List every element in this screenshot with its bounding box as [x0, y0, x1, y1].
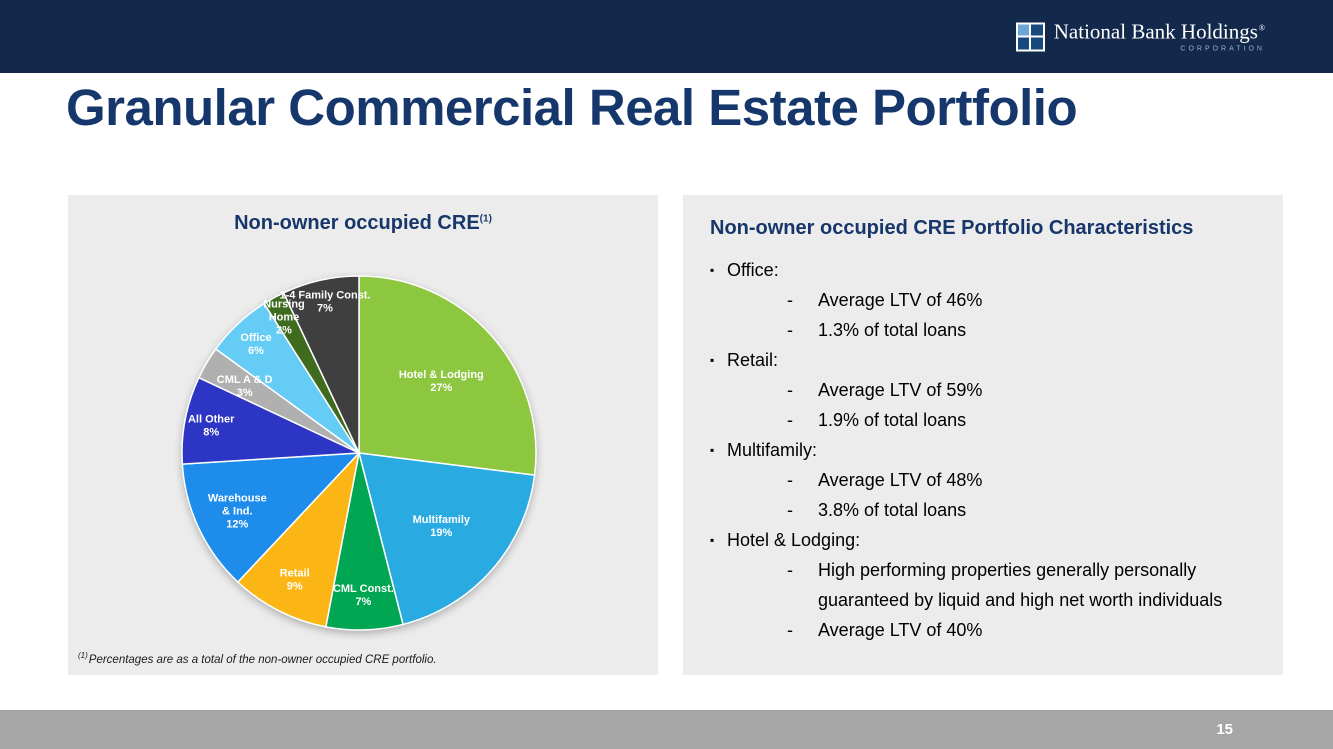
pie-chart-panel: Non-owner occupied CRE(1) Hotel & Lodgin… [68, 195, 658, 675]
bullet-icon: ▪ [710, 353, 715, 367]
dash-icon: - [787, 560, 793, 580]
nbh-logo-icon [1015, 22, 1045, 51]
pie-slice-warehouse-ind [181, 452, 361, 584]
portfolio-item-sub: - Average LTV of 48% [787, 465, 1263, 495]
dash-icon: - [787, 500, 793, 520]
dash-icon: - [787, 320, 793, 340]
pie-chart-title: Non-owner occupied CRE(1) [234, 212, 492, 234]
portfolio-item-detail: Average LTV of 40% [818, 620, 983, 640]
logo-text: National Bank Holdings® CORPORATION [1053, 19, 1265, 53]
portfolio-item-detail: Average LTV of 46% [818, 290, 983, 310]
portfolio-item: ▪ Hotel & Lodging: - High performing proper… [710, 525, 1263, 645]
footnote-text: Percentages are as a total of the non-ow… [88, 654, 437, 666]
footnote-ref: (1) [479, 213, 492, 225]
portfolio-item-sub: - 3.8% of total loans [787, 495, 1263, 525]
portfolio-item-sub: - 1.9% of total loans [787, 405, 1263, 435]
pie-label-office: Office 6% [240, 332, 271, 357]
portfolio-item-label: Retail: [727, 350, 779, 370]
pie-label-all-other: All Other 8% [188, 413, 235, 438]
dash-icon: - [787, 380, 793, 400]
pie-slice-retail [236, 450, 361, 628]
pie-label-multifamily: Multifamily 19% [413, 514, 471, 539]
portfolio-item-detail: High performing properties generally per… [818, 560, 1223, 610]
pie-slice-1-4-family-const [282, 275, 360, 454]
pie-slice-all-other [181, 376, 360, 465]
characteristics-panel: Non-owner occupied CRE Portfolio Charact… [683, 195, 1283, 675]
portfolio-item-sub: - Average LTV of 59% [787, 375, 1263, 405]
registered-mark-icon: ® [1258, 23, 1265, 32]
pie-slice-hotel-lodging [358, 275, 537, 477]
pie-label-1-4-family-const: 1-4 Family Const. 7% [279, 290, 370, 315]
portfolio-item-detail: 1.9% of total loans [818, 410, 967, 430]
portfolio-item-sub: - High performing properties generally pe… [787, 555, 1263, 615]
company-logo: National Bank Holdings® CORPORATION [1015, 19, 1265, 53]
portfolio-item: ▪ Multifamily: - Average LTV of 48% - 3.8% of… [710, 435, 1263, 525]
portfolio-item-detail: 1.3% of total loans [818, 320, 967, 340]
dash-icon: - [787, 410, 793, 430]
portfolio-item-detail: Average LTV of 59% [818, 380, 983, 400]
pie-slice-multifamily [357, 452, 536, 626]
pie-label-cml-a-d: CML A & D 3% [217, 374, 273, 399]
characteristics-list: ▪ Office: - Average LTV of 46% -1.3% of tota… [710, 255, 1263, 645]
portfolio-item-sub: - Average LTV of 46% [787, 285, 1263, 315]
cre-pie-chart: Hotel & Lodging 27% Multifamily 19% CML Cons… [181, 275, 537, 631]
slide-title: Granular Commercial Real Estate Portfoli… [66, 79, 1078, 136]
footer-bar: 15 [0, 710, 1333, 749]
portfolio-item: ▪ Office: - Average LTV of 46% -1.3% of tota… [710, 255, 1263, 345]
bullet-icon: ▪ [710, 533, 715, 547]
portfolio-item-label: Hotel & Lodging: [727, 530, 861, 550]
company-name: National Bank Holdings® [1053, 19, 1265, 43]
pie-label-warehouse-ind: Warehouse & Ind. 12% [208, 492, 267, 530]
dash-icon: - [787, 290, 793, 310]
portfolio-item-detail: 3.8% of total loans [818, 500, 967, 520]
portfolio-item-sub: - Average LTV of 40% [787, 615, 1263, 645]
bullet-icon: ▪ [710, 443, 715, 457]
portfolio-item-label: Multifamily: [727, 440, 818, 460]
page-number: 15 [1216, 721, 1233, 738]
portfolio-item-label: Office: [727, 260, 779, 280]
footnote: (1)Percentages are as a total of the non… [78, 651, 437, 666]
pie-label-hotel-lodging: Hotel & Lodging 27% [399, 369, 484, 394]
dash-icon: - [787, 620, 793, 640]
portfolio-item-detail: Average LTV of 48% [818, 470, 983, 490]
characteristics-title: Non-owner occupied CRE Portfolio Charact… [710, 217, 1194, 239]
dash-icon: - [787, 470, 793, 490]
company-subtitle: CORPORATION [1180, 45, 1265, 52]
header-bar: National Bank Holdings® CORPORATION [0, 0, 1333, 73]
pie-label-nursing-home: Nursing Home 2% [263, 299, 305, 337]
footnote-marker: (1) [78, 651, 88, 661]
pie-label-retail: Retail 9% [280, 568, 310, 593]
bullet-icon: ▪ [710, 263, 715, 277]
portfolio-item: ▪ Retail: - Average LTV of 59% -1.9% of tota… [710, 345, 1263, 435]
portfolio-item-sub: - 1.3% of total loans [787, 315, 1263, 345]
pie-label-cml-const: CML Const. 7% [333, 583, 394, 608]
